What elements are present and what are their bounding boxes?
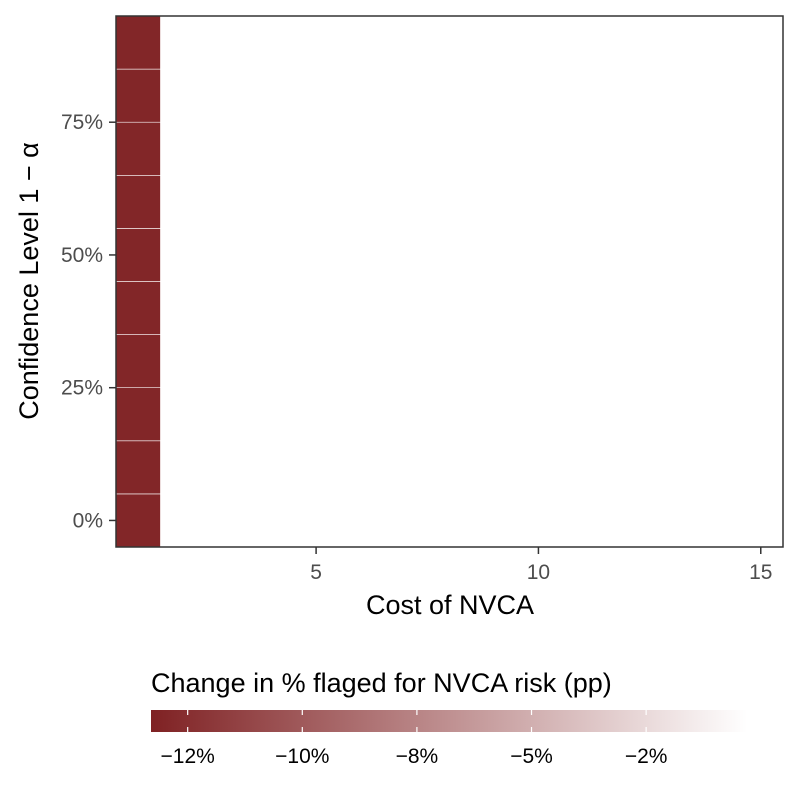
- color-legend: Change in % flaged for NVCA risk (pp) −1…: [151, 668, 747, 768]
- legend-colorbar: [151, 710, 747, 732]
- legend-title: Change in % flaged for NVCA risk (pp): [151, 668, 612, 698]
- heatmap-tile: [115, 68, 161, 123]
- plot-border: [115, 15, 784, 548]
- heatmap-tile: [115, 15, 161, 70]
- heatmap-tile: [115, 175, 161, 229]
- y-tick-label: 0%: [73, 509, 103, 532]
- legend-tick-label: −8%: [396, 745, 439, 768]
- legend-tick-label: −5%: [510, 745, 553, 768]
- heatmap-tile: [115, 121, 161, 176]
- legend-tick-label: −10%: [275, 745, 329, 768]
- x-tick-label: 5: [310, 561, 322, 584]
- heatmap-tiles: [115, 15, 161, 548]
- legend-tick-label: −2%: [625, 745, 668, 768]
- heatmap-tile: [115, 281, 161, 335]
- legend-ticks: −12% −10% −8% −5% −2%: [161, 710, 668, 768]
- legend-tick-label: −12%: [161, 745, 215, 768]
- x-tick-label: 10: [527, 561, 550, 584]
- x-tick-label: 15: [749, 561, 772, 584]
- heatmap-tile: [115, 334, 161, 389]
- heatmap-tile: [115, 493, 161, 548]
- y-axis: 0% 25% 50% 75%: [61, 111, 116, 532]
- y-axis-title: Confidence Level 1 − α: [14, 142, 44, 420]
- x-axis: 5 10 15: [310, 547, 772, 584]
- heatmap-tile: [115, 228, 161, 282]
- y-tick-label: 75%: [61, 111, 103, 134]
- plot-background: [116, 16, 783, 547]
- y-tick-label: 25%: [61, 377, 103, 400]
- y-tick-label: 50%: [61, 244, 103, 267]
- heatmap-tile: [115, 440, 161, 495]
- x-axis-title: Cost of NVCA: [366, 590, 534, 620]
- heatmap-tile: [115, 387, 161, 442]
